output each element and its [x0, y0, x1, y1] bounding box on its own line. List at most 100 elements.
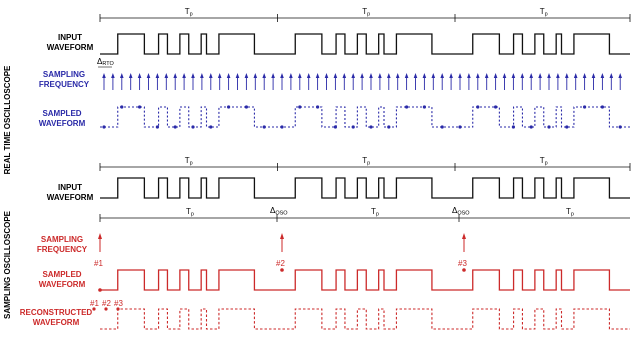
top-period-tp-label: Tp [185, 7, 193, 18]
sample-dot [583, 105, 587, 109]
sampling-arrow-head [182, 73, 186, 78]
sample-dot [369, 125, 373, 129]
sample-marker-1: #1 [94, 259, 103, 268]
sampling-arrow-head [467, 73, 471, 78]
svg-text:WAVEFORM: WAVEFORM [47, 43, 94, 52]
svg-text:WAVEFORM: WAVEFORM [47, 193, 94, 202]
sampling-arrow-head [173, 73, 177, 78]
svg-text:ΔOSO: ΔOSO [452, 206, 470, 217]
sampling-arrow-head [209, 73, 213, 78]
sampling-arrow-head [324, 73, 329, 78]
reconstructed-waveform [100, 308, 630, 330]
sampling-arrow-head [102, 73, 106, 78]
sampling-arrow-head [342, 73, 347, 78]
sample-dot [351, 125, 355, 129]
sampling-arrow-head [111, 73, 115, 78]
recon-dot [92, 307, 96, 311]
oso-sample-dot [98, 288, 102, 292]
recon-marker-1: #1 [90, 299, 99, 308]
sample-dot [618, 125, 622, 129]
sampling-arrow-head [538, 73, 542, 78]
sample-dot [102, 125, 106, 129]
svg-text:ΔOSO: ΔOSO [270, 206, 288, 217]
recon-marker-3: #3 [114, 299, 123, 308]
sample-dot [476, 105, 480, 109]
oso-sample-dot [280, 268, 284, 272]
sampling-arrow-head [369, 73, 373, 78]
oso-sampling-arrow-head [98, 233, 102, 239]
bottom-reconstructed-waveform-label: RECONSTRUCTED WAVEFORM [20, 308, 93, 327]
sampling-arrow-head [128, 73, 133, 78]
bottom-period-tp-label: Tp [185, 156, 193, 167]
sampling-arrow-head [378, 73, 382, 78]
oso-sampling-arrow-head [280, 233, 284, 239]
sample-dot [600, 105, 605, 109]
sample-dot [422, 105, 426, 109]
sampling-arrow-head [146, 73, 151, 78]
sample-dot [387, 125, 391, 129]
sample-dot [262, 125, 266, 129]
sample-dot [209, 125, 213, 129]
oso-sampling-arrow-head [462, 233, 466, 239]
sampling-arrow-head [155, 73, 160, 78]
sample-dot [565, 125, 569, 129]
waveform-group: Tp Tp Tp Tp Tp Tp Tp Tp Tp [92, 7, 631, 330]
sampling-arrow-head [333, 73, 338, 78]
real-time-oscilloscope-label: REAL TIME OSCILLOSCOPE [3, 65, 12, 174]
top-input-waveform [100, 33, 630, 55]
sampling-arrow-head [244, 73, 249, 78]
oso-tp-label: Tp [566, 207, 574, 218]
sampling-arrow-head [226, 73, 231, 78]
sampling-arrow-head [271, 73, 275, 78]
top-input-label: INPUT WAVEFORM [47, 33, 94, 52]
sampling-arrow-head [191, 73, 195, 78]
sampling-arrow-head [200, 73, 204, 78]
delta-oso-label-1: ΔOSO [270, 206, 288, 217]
sampling-arrow-head [449, 73, 453, 78]
bottom-sampled-waveform [100, 269, 630, 291]
sample-dot [280, 125, 284, 129]
sampling-arrow-head [591, 73, 596, 78]
sample-dot [529, 125, 533, 129]
top-sampled-waveform-label: SAMPLED WAVEFORM [39, 109, 86, 128]
sampling-arrow-head [137, 73, 142, 78]
sample-dot [244, 105, 248, 109]
sampling-arrow-head [120, 73, 124, 78]
oso-tp-label: Tp [371, 207, 379, 218]
top-period-tp-label: Tp [540, 7, 548, 18]
svg-text:SAMPLED: SAMPLED [42, 109, 81, 118]
sampling-arrow-head [556, 73, 560, 78]
sample-dot [173, 125, 177, 129]
sample-dot [227, 105, 231, 109]
svg-text:WAVEFORM: WAVEFORM [39, 119, 86, 128]
sample-marker-3: #3 [458, 259, 467, 268]
svg-text:SAMPLING: SAMPLING [43, 70, 85, 79]
svg-text:INPUT: INPUT [58, 33, 82, 42]
sample-dot [138, 105, 142, 109]
bottom-sampled-waveform-label: SAMPLED WAVEFORM [39, 270, 86, 289]
sample-dot [547, 125, 551, 129]
top-sampled-waveform [100, 106, 630, 128]
bottom-sampling-frequency-label: SAMPLING FREQUENCY [37, 235, 88, 254]
top-sampling-frequency-label: SAMPLING FREQUENCY [39, 70, 90, 89]
sampling-arrow-head [565, 73, 569, 78]
sampling-arrow-head [306, 73, 311, 78]
sampling-arrow-head [235, 73, 240, 78]
bottom-period-tp-label: Tp [540, 156, 548, 167]
delta-rto-label: ΔRTO [97, 57, 114, 67]
sampling-arrow-head [431, 73, 436, 78]
sampling-arrow-head [493, 73, 498, 78]
sampling-arrow-head [440, 73, 444, 78]
sampling-arrow-head [600, 73, 605, 78]
sampling-arrow-head [395, 73, 400, 78]
sampling-arrow-head [547, 73, 551, 78]
svg-text:FREQUENCY: FREQUENCY [39, 80, 90, 89]
sample-dot [405, 105, 409, 109]
sample-dot [494, 105, 498, 109]
recon-dot [116, 307, 120, 311]
svg-text:SAMPLING: SAMPLING [41, 235, 83, 244]
sample-dot [155, 125, 159, 129]
sampling-arrow-head [413, 73, 418, 78]
